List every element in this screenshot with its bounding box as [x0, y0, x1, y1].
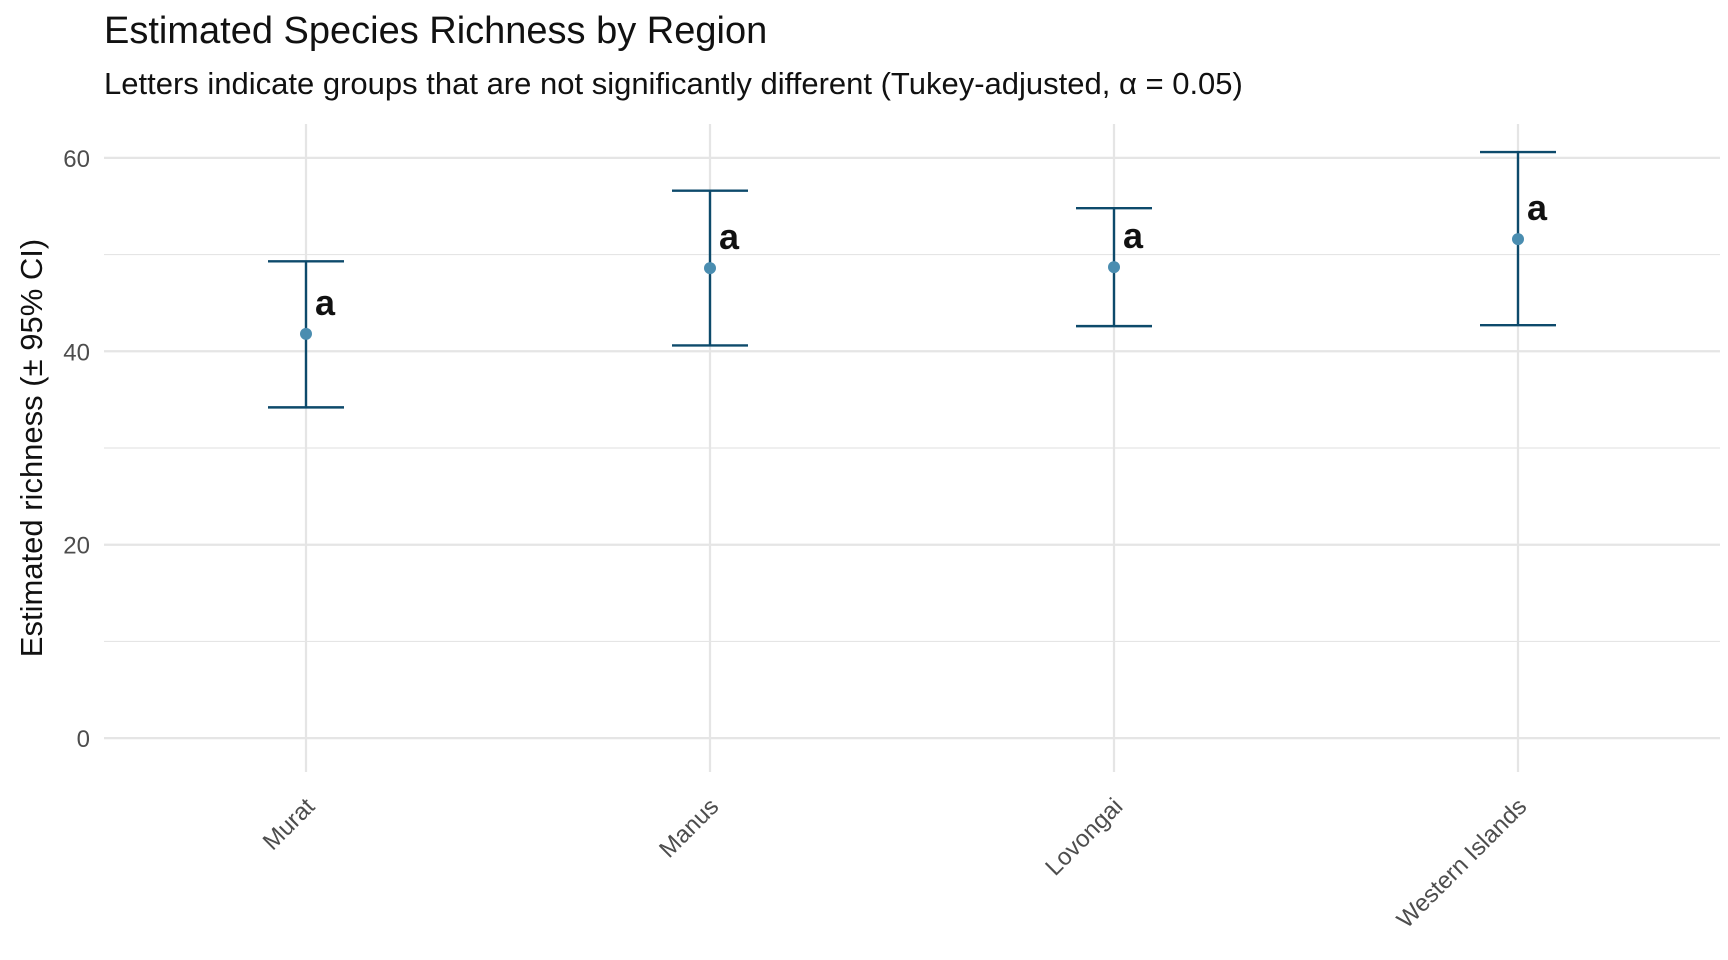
- x-tick-label: Western Islands: [1392, 793, 1532, 933]
- x-tick-label: Lovongai: [1040, 793, 1128, 881]
- y-tick-label: 40: [63, 339, 90, 366]
- estimate-point: [1512, 233, 1524, 246]
- estimate-point: [1108, 261, 1120, 274]
- estimate-point: [300, 327, 312, 340]
- group-letter: a: [1123, 215, 1144, 256]
- y-tick-label: 20: [63, 533, 90, 560]
- group-letter: a: [719, 216, 740, 257]
- chart-title: Estimated Species Richness by Region: [104, 10, 768, 52]
- group-letter: a: [315, 282, 336, 323]
- chart-subtitle: Letters indicate groups that are not sig…: [104, 66, 1243, 101]
- y-axis-label: Estimated richness (± 95% CI): [14, 239, 49, 657]
- estimate-point: [704, 262, 716, 275]
- x-tick-label: Manus: [654, 793, 724, 863]
- group-letter: a: [1527, 187, 1548, 228]
- y-tick-label: 0: [77, 726, 90, 753]
- x-tick-label: Murat: [258, 793, 321, 856]
- y-tick-label: 60: [63, 146, 90, 173]
